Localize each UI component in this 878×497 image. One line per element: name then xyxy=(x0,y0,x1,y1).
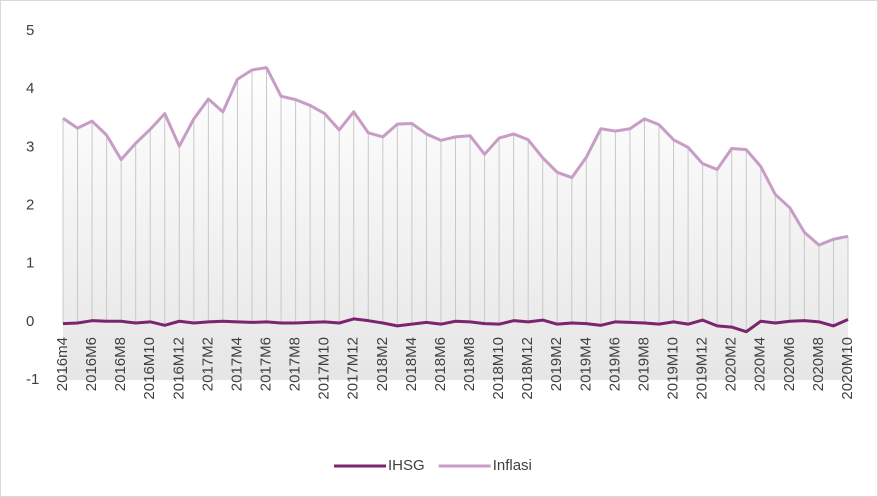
x-tick-label: 2016M10 xyxy=(141,337,158,400)
legend-label: IHSG xyxy=(388,457,425,474)
y-tick-label: 1 xyxy=(26,255,34,272)
x-tick-label: 2019M10 xyxy=(665,337,682,400)
x-tick-label: 2020M2 xyxy=(723,337,740,391)
series-line xyxy=(62,66,849,247)
y-tick-label: 4 xyxy=(26,80,34,97)
x-tick-label: 2017M8 xyxy=(287,337,304,391)
x-tick-label: 2016m4 xyxy=(54,337,71,391)
x-tick-label: 2018M2 xyxy=(374,337,391,391)
x-tick-label: 2017M6 xyxy=(257,337,274,391)
y-tick-label: 3 xyxy=(26,138,34,155)
x-tick-label: 2019M12 xyxy=(694,337,711,400)
x-tick-label: 2020M6 xyxy=(781,337,798,391)
x-tick-label: 2018M8 xyxy=(461,337,478,391)
x-tick-label: 2019M4 xyxy=(577,337,594,391)
x-tick-label: 2016M6 xyxy=(83,337,100,391)
x-tick-label: 2017M10 xyxy=(316,337,333,400)
legend-label: Inflasi xyxy=(493,457,532,474)
series-line xyxy=(62,317,849,334)
x-tick-label: 2020M10 xyxy=(839,337,856,400)
x-tick-label: 2016M12 xyxy=(170,337,187,400)
x-tick-label: 2016M8 xyxy=(112,337,129,391)
y-tick-label: -1 xyxy=(26,371,39,388)
x-tick-label: 2017M2 xyxy=(199,337,216,391)
y-tick-label: 5 xyxy=(26,22,34,39)
y-tick-label: 2 xyxy=(26,196,34,213)
y-tick-label: 0 xyxy=(26,313,34,330)
x-tick-label: 2018M10 xyxy=(490,337,507,400)
x-tick-label: 2019M6 xyxy=(606,337,623,391)
x-tick-label: 2020M8 xyxy=(810,337,827,391)
x-tick-label: 2017M12 xyxy=(345,337,362,400)
x-tick-label: 2020M4 xyxy=(752,337,769,391)
x-tick-label: 2017M4 xyxy=(228,337,245,391)
x-tick-label: 2019M8 xyxy=(635,337,652,391)
x-tick-label: 2019M2 xyxy=(548,337,565,391)
x-tick-label: 2018M4 xyxy=(403,337,420,391)
x-tick-label: 2018M6 xyxy=(432,337,449,391)
x-tick-label: 2018M12 xyxy=(519,337,536,400)
